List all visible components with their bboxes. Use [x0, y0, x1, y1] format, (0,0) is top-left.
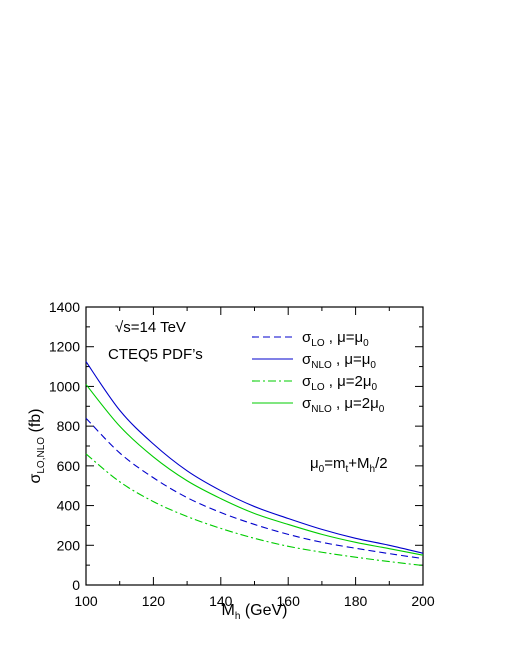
- series-line-3: [85, 453, 424, 567]
- x-axis-title: Mh (GeV): [221, 602, 287, 622]
- annotation-1: √s=14 TeV: [115, 319, 186, 336]
- y-tick-label: 400: [57, 498, 81, 514]
- legend-label-1: σLO , μ=μ0: [302, 329, 369, 349]
- annotations: √s=14 TeV CTEQ5 PDF’s μ0=mt+Mh/2: [108, 319, 388, 475]
- y-axis-title: σLO,NLO (fb): [27, 408, 47, 483]
- x-tick-label: 160: [277, 593, 301, 609]
- tick-labels: 100 120 140 160 180 200 0 200 400 600 800 1000 1200 1…: [49, 299, 435, 609]
- x-tick-label: 140: [209, 593, 233, 609]
- x-tick-label: 180: [344, 593, 368, 609]
- annotation-2: CTEQ5 PDF’s: [108, 346, 203, 363]
- series-line-2: [85, 361, 424, 554]
- y-tick-label: 1400: [49, 299, 80, 315]
- annotation-3: μ0=mt+Mh/2: [310, 455, 388, 475]
- x-tick-label: 200: [411, 593, 435, 609]
- y-tick-label: 0: [72, 577, 80, 593]
- y-tick-label: 200: [57, 537, 81, 553]
- legend-label-3: σLO , μ=2μ0: [302, 373, 378, 393]
- x-tick-label: 100: [74, 593, 98, 609]
- axis-ticks: [85, 306, 424, 586]
- legend-label-4: σNLO , μ=2μ0: [302, 395, 385, 415]
- series-lines: [85, 361, 424, 567]
- series-line-1: [85, 417, 424, 560]
- y-tick-label: 600: [57, 458, 81, 474]
- y-tick-label: 1000: [49, 378, 80, 394]
- y-tick-label: 800: [57, 418, 81, 434]
- x-tick-label: 120: [142, 593, 166, 609]
- series-line-4: [85, 384, 424, 556]
- legend-label-2: σNLO , μ=μ0: [302, 351, 376, 371]
- y-tick-label: 1200: [49, 339, 80, 355]
